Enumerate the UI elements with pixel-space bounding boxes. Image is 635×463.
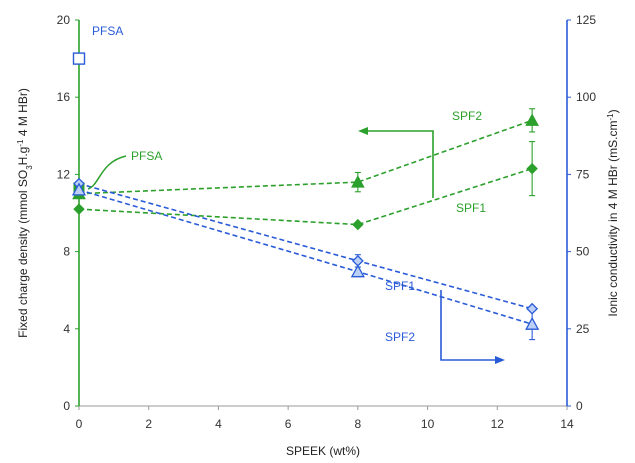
label-spf2-blue: SPF2 <box>385 330 415 344</box>
data-point <box>351 175 365 188</box>
data-point <box>350 264 365 278</box>
label-spf2-green: SPF2 <box>452 109 482 123</box>
right-y-tick-label: 125 <box>576 13 596 27</box>
blue-arrow-head <box>495 356 505 364</box>
data-point <box>352 218 364 231</box>
label-pfsa-green: PFSA <box>131 149 162 163</box>
green-arrow-head <box>358 127 368 135</box>
pfsa-green-callout <box>87 155 127 190</box>
data-point <box>71 182 87 196</box>
label-spf1-blue: SPF1 <box>385 279 415 293</box>
right-y-tick-label: 75 <box>576 167 590 181</box>
data-point <box>525 316 540 330</box>
data-point <box>525 113 539 126</box>
pfsa-marker <box>72 52 86 65</box>
right-y-tick-label: 0 <box>576 399 583 413</box>
label-pfsa-blue: PFSA <box>92 24 123 38</box>
left-y-tick-label: 8 <box>63 245 70 259</box>
series-line <box>78 119 533 195</box>
series-line <box>78 167 533 226</box>
right-y-tick-label: 50 <box>576 245 590 259</box>
left-y-tick-label: 4 <box>63 322 70 336</box>
x-tick-label: 14 <box>560 417 574 431</box>
x-tick-label: 10 <box>421 417 435 431</box>
data-point <box>526 162 538 175</box>
x-axis-title: SPEEK (wt%) <box>286 444 360 458</box>
blue-right-arrow <box>440 290 497 361</box>
left-axis-title: Fixed charge density (mmol SO3H.g-1 4 M … <box>16 88 34 338</box>
x-tick-label: 2 <box>145 417 152 431</box>
right-y-tick-label: 25 <box>576 322 590 336</box>
left-y-tick-label: 20 <box>57 13 71 27</box>
x-tick-label: 8 <box>355 417 362 431</box>
data-point <box>526 302 539 315</box>
left-y-tick-label: 12 <box>57 167 71 181</box>
left-y-tick-label: 0 <box>63 399 70 413</box>
label-spf1-green: SPF1 <box>456 201 486 215</box>
right-y-tick-label: 100 <box>576 90 596 104</box>
green-left-arrow <box>365 130 434 198</box>
right-axis-title: Ionic conductivity in 4 M HBr (mS.cm-1) <box>606 109 621 316</box>
x-tick-label: 6 <box>285 417 292 431</box>
data-point <box>73 203 85 215</box>
left-y-tick-label: 16 <box>57 90 71 104</box>
x-tick-label: 12 <box>491 417 505 431</box>
x-tick-label: 0 <box>76 417 83 431</box>
x-tick-label: 4 <box>215 417 222 431</box>
